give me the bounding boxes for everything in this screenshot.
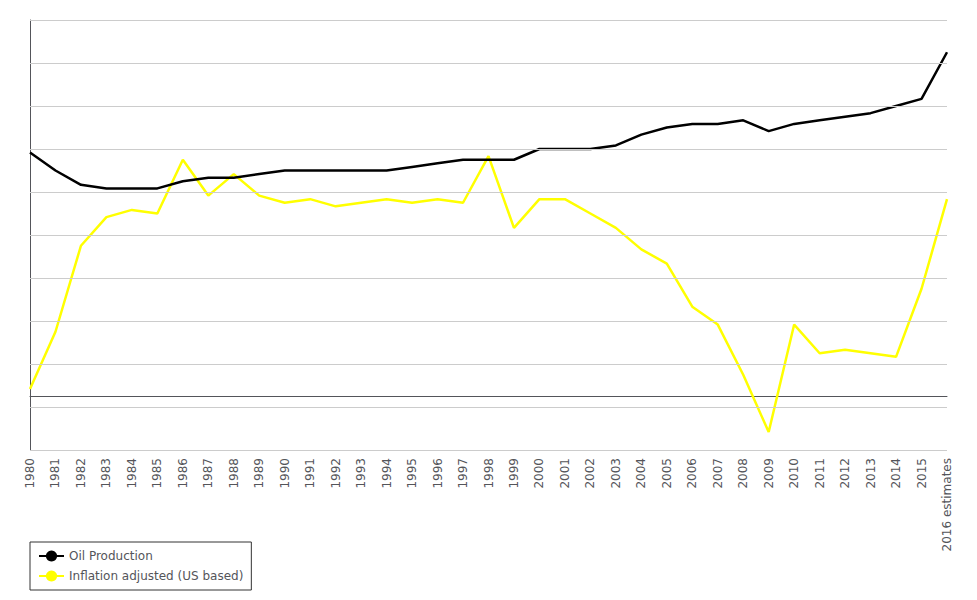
svg-text:1988: 1988: [227, 458, 241, 489]
svg-text:2009: 2009: [762, 458, 776, 489]
svg-text:2000: 2000: [532, 458, 546, 489]
svg-text:1982: 1982: [74, 458, 88, 489]
svg-text:1998: 1998: [482, 458, 496, 489]
svg-text:1999: 1999: [507, 458, 521, 489]
svg-text:2003: 2003: [609, 458, 623, 489]
svg-text:1997: 1997: [456, 458, 470, 489]
svg-text:1989: 1989: [252, 458, 266, 489]
svg-text:1993: 1993: [354, 458, 368, 489]
svg-text:1990: 1990: [278, 458, 292, 489]
svg-text:1987: 1987: [201, 458, 215, 489]
svg-text:1981: 1981: [48, 458, 62, 489]
svg-text:2002: 2002: [583, 458, 597, 489]
svg-text:2006: 2006: [685, 458, 699, 489]
svg-text:1983: 1983: [99, 458, 113, 489]
svg-text:2007: 2007: [711, 458, 725, 489]
svg-text:2011: 2011: [813, 458, 827, 489]
svg-text:2008: 2008: [736, 458, 750, 489]
svg-text:1995: 1995: [405, 458, 419, 489]
svg-text:Inflation adjusted (US based): Inflation adjusted (US based): [69, 569, 243, 583]
svg-text:1984: 1984: [125, 458, 139, 489]
svg-text:2015: 2015: [915, 458, 929, 489]
svg-text:2012: 2012: [838, 458, 852, 489]
svg-text:1992: 1992: [329, 458, 343, 489]
svg-text:1985: 1985: [150, 458, 164, 489]
svg-text:2010: 2010: [787, 458, 801, 489]
svg-text:2016 estimates: 2016 estimates: [940, 458, 954, 551]
svg-text:1994: 1994: [380, 458, 394, 489]
svg-text:2014: 2014: [889, 458, 903, 489]
svg-text:1991: 1991: [303, 458, 317, 489]
svg-text:2005: 2005: [660, 458, 674, 489]
svg-text:2004: 2004: [634, 458, 648, 489]
svg-text:Oil Production: Oil Production: [69, 549, 153, 563]
svg-text:1996: 1996: [431, 458, 445, 489]
svg-text:2001: 2001: [558, 458, 572, 489]
svg-text:2013: 2013: [864, 458, 878, 489]
svg-text:1980: 1980: [23, 458, 37, 489]
svg-text:1986: 1986: [176, 458, 190, 489]
